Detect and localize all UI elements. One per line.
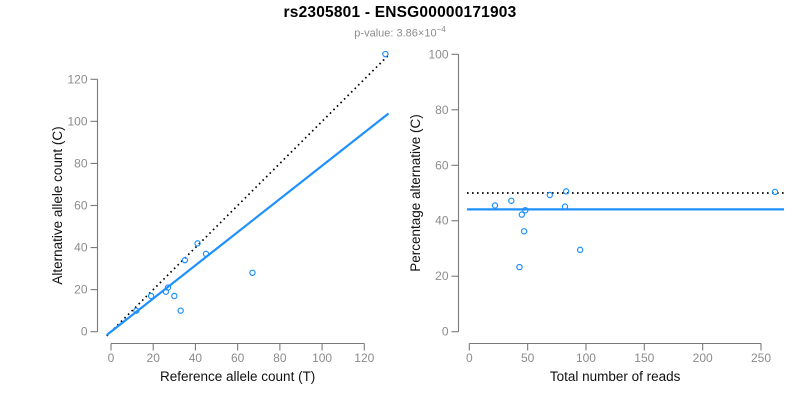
x-tick-label: 0 (466, 351, 473, 365)
x-tick-label: 250 (751, 351, 771, 365)
x-tick-label: 120 (354, 351, 374, 365)
data-point (194, 240, 201, 247)
identity-line (106, 54, 390, 337)
data-point (177, 307, 184, 314)
y-tick-label: 0 (81, 325, 88, 339)
pvalue-text: p-value: 3.86×10 (354, 27, 437, 40)
y-tick-label: 0 (442, 325, 449, 339)
data-point (518, 211, 526, 218)
pvalue-subtitle: p-value: 3.86×10−4 (0, 25, 800, 40)
data-point (171, 292, 178, 300)
x-tick-label: 40 (189, 351, 203, 365)
data-point (382, 50, 389, 58)
data-point (202, 250, 210, 258)
data-point (520, 228, 528, 235)
x-tick-label: 100 (312, 351, 332, 365)
y-tick-label: 80 (74, 156, 88, 170)
x-tick-label: 200 (693, 351, 713, 365)
x-tick-label: 80 (273, 351, 287, 365)
y-tick-label: 100 (67, 114, 87, 128)
data-point (522, 206, 529, 214)
data-point (133, 307, 140, 314)
data-point (249, 269, 256, 277)
y-axis-title: Alternative allele count (C) (50, 126, 65, 284)
x-tick-label: 20 (147, 351, 161, 365)
y-axis-title: Percentage alternative (C) (408, 114, 423, 272)
data-point (147, 292, 155, 300)
x-axis-title: Reference allele count (T) (160, 369, 315, 384)
y-tick-label: 60 (74, 199, 88, 213)
y-tick-label: 60 (435, 158, 449, 172)
y-tick-label: 20 (74, 283, 88, 297)
data-point (516, 263, 523, 271)
y-tick-label: 40 (74, 241, 88, 255)
pvalue-exponent: −4 (436, 25, 446, 34)
figure-title: rs2305801 - ENSG00000171903 (283, 4, 517, 21)
data-point (562, 188, 570, 195)
data-point (561, 203, 569, 210)
data-point (181, 256, 189, 264)
data-point (576, 246, 584, 254)
y-tick-label: 40 (435, 214, 449, 228)
x-tick-label: 0 (108, 351, 115, 365)
fit-line (106, 112, 390, 336)
data-point (162, 288, 170, 295)
x-axis-title: Total number of reads (550, 369, 681, 384)
x-tick-label: 60 (231, 351, 245, 365)
x-tick-label: 150 (634, 351, 654, 365)
data-point (491, 202, 499, 209)
x-tick-label: 50 (521, 351, 535, 365)
x-tick-label: 100 (576, 351, 596, 365)
y-tick-label: 100 (428, 47, 448, 61)
data-point (771, 188, 779, 196)
data-point (508, 197, 515, 204)
data-point (546, 191, 554, 199)
y-tick-label: 20 (435, 269, 449, 283)
y-tick-label: 120 (67, 72, 87, 86)
y-tick-label: 80 (435, 103, 449, 117)
